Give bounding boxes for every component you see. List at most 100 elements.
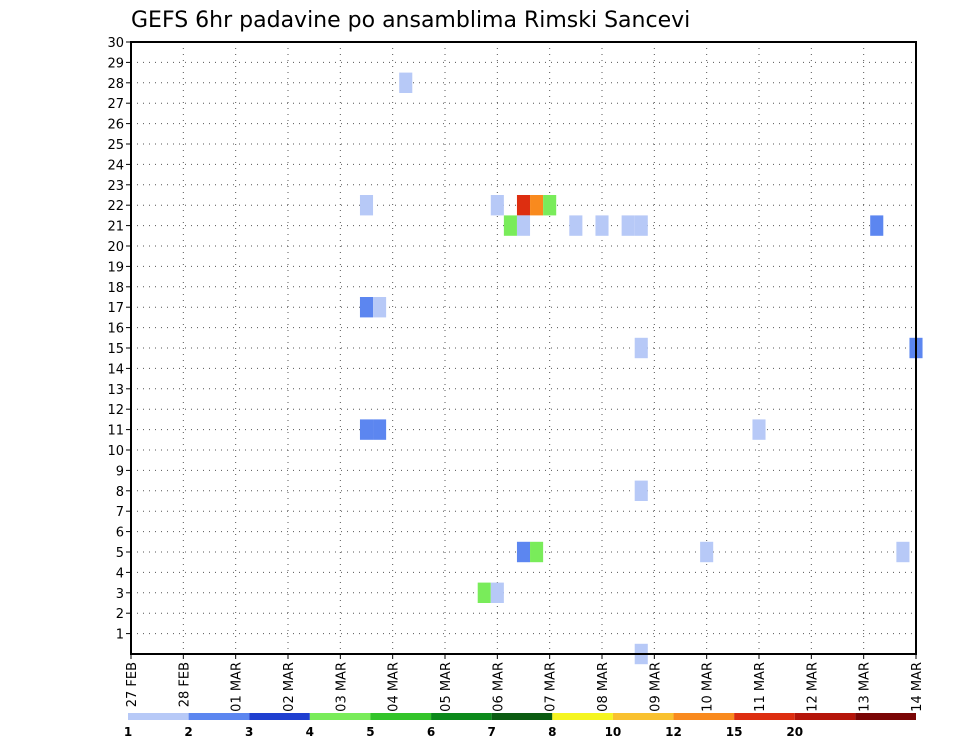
- precip-cell: [634, 480, 648, 501]
- precip-cell: [569, 215, 583, 236]
- x-tick-label: 02 MAR: [282, 662, 297, 712]
- y-tick-label: 15: [107, 342, 124, 357]
- precip-cell: [359, 195, 374, 216]
- y-tick-label: 14: [107, 362, 124, 377]
- precip-cell: [543, 195, 557, 216]
- colorbar-swatch: [128, 713, 189, 720]
- x-tick-label: 07 MAR: [544, 662, 559, 712]
- y-tick-label: 2: [116, 607, 124, 622]
- x-tick-label: 10 MAR: [701, 662, 716, 712]
- colorbar-label: 5: [366, 725, 374, 739]
- precip-cell: [621, 215, 635, 236]
- colorbar-label: 2: [184, 725, 192, 739]
- x-tick-label: 13 MAR: [858, 662, 873, 712]
- precip-cell: [359, 419, 374, 440]
- y-tick-label: 24: [107, 158, 124, 173]
- colorbar-label: 10: [605, 725, 622, 739]
- y-tick-label: 25: [107, 138, 124, 153]
- x-tick-label: 03 MAR: [334, 662, 349, 712]
- y-tick-label: 13: [107, 383, 124, 398]
- precip-cell: [634, 215, 648, 236]
- y-tick-label: 12: [107, 403, 124, 418]
- colorbar-label: 1: [124, 725, 132, 739]
- x-tick-label: 14 MAR: [910, 662, 925, 712]
- precip-cell: [700, 541, 714, 563]
- x-tick-label: 12 MAR: [805, 662, 820, 712]
- y-tick-label: 30: [107, 36, 124, 51]
- precip-cell: [359, 297, 374, 318]
- colorbar-swatch: [673, 713, 735, 720]
- x-tick-label: 28 FEB: [177, 662, 192, 707]
- colorbar-label: 4: [306, 725, 314, 739]
- colorbar-label: 20: [786, 725, 803, 739]
- y-tick-label: 21: [107, 220, 124, 235]
- y-tick-label: 3: [116, 587, 124, 602]
- colorbar-swatch: [188, 713, 250, 720]
- colorbar-swatch: [491, 713, 553, 720]
- precip-cell: [373, 297, 387, 318]
- precip-cell: [477, 582, 491, 603]
- colorbar-swatch: [734, 713, 795, 720]
- y-tick-label: 29: [107, 56, 124, 71]
- y-tick-label: 6: [116, 526, 124, 541]
- precip-cell: [752, 419, 766, 440]
- colorbar-swatch: [794, 713, 856, 720]
- colorbar-swatch: [612, 713, 674, 720]
- x-tick-label: 27 FEB: [125, 662, 140, 707]
- precip-cell: [399, 72, 413, 93]
- y-tick-label: 17: [107, 301, 124, 316]
- precip-cell: [516, 195, 531, 216]
- y-tick-label: 8: [116, 485, 124, 500]
- precip-cell: [516, 541, 531, 563]
- x-tick-label: 06 MAR: [491, 662, 506, 712]
- colorbar-swatch: [309, 713, 371, 720]
- y-tick-label: 20: [107, 240, 124, 255]
- precip-cell: [595, 215, 609, 236]
- precip-cell: [896, 541, 910, 563]
- colorbar: 1 2 3 4 5 6 7 8 10 12 15 20: [124, 713, 916, 739]
- x-tick-label: 05 MAR: [439, 662, 454, 712]
- y-tick-label: 7: [116, 505, 124, 520]
- colorbar-label: 7: [488, 725, 496, 739]
- precip-cell: [634, 337, 648, 359]
- grid: [131, 42, 916, 654]
- chart-title: GEFS 6hr padavine po ansamblima Rimski S…: [131, 8, 690, 33]
- y-tick-label: 22: [107, 199, 124, 214]
- y-tick-label: 16: [107, 322, 124, 337]
- precip-cell: [490, 582, 504, 603]
- precip-cell: [516, 215, 531, 236]
- precipitation-cells: [359, 72, 923, 665]
- colorbar-swatch: [431, 713, 492, 720]
- y-tick-label: 26: [107, 118, 124, 133]
- colorbar-swatch: [552, 713, 613, 720]
- colorbar-label: 12: [665, 725, 682, 739]
- y-tick-label: 28: [107, 77, 124, 92]
- x-tick-label: 11 MAR: [753, 662, 768, 712]
- colorbar-label: 6: [427, 725, 435, 739]
- colorbar-swatch: [370, 713, 432, 720]
- y-tick-label: 19: [107, 260, 124, 275]
- y-tick-label: 10: [107, 444, 124, 459]
- precip-cell: [530, 195, 544, 216]
- x-tick-label: 09 MAR: [648, 662, 663, 712]
- colorbar-label: 8: [548, 725, 556, 739]
- precip-cell: [490, 195, 504, 216]
- y-tick-label: 11: [107, 424, 124, 439]
- y-tick-label: 9: [116, 464, 124, 479]
- y-tick-label: 5: [116, 546, 124, 561]
- colorbar-swatch: [249, 713, 310, 720]
- precip-cell: [870, 215, 884, 236]
- precip-cell: [373, 419, 387, 440]
- precip-cell: [503, 215, 517, 236]
- y-tick-label: 18: [107, 281, 124, 296]
- colorbar-label: 3: [245, 725, 253, 739]
- y-tick-label: 4: [116, 566, 124, 581]
- x-tick-label: 04 MAR: [387, 662, 402, 712]
- y-axis-ticks: 1234567891011121314151617181920212223242…: [107, 36, 131, 643]
- x-tick-label: 01 MAR: [230, 662, 245, 712]
- y-tick-label: 1: [116, 628, 124, 643]
- colorbar-label: 15: [726, 725, 743, 739]
- x-tick-label: 08 MAR: [596, 662, 611, 712]
- colorbar-swatch: [855, 713, 916, 720]
